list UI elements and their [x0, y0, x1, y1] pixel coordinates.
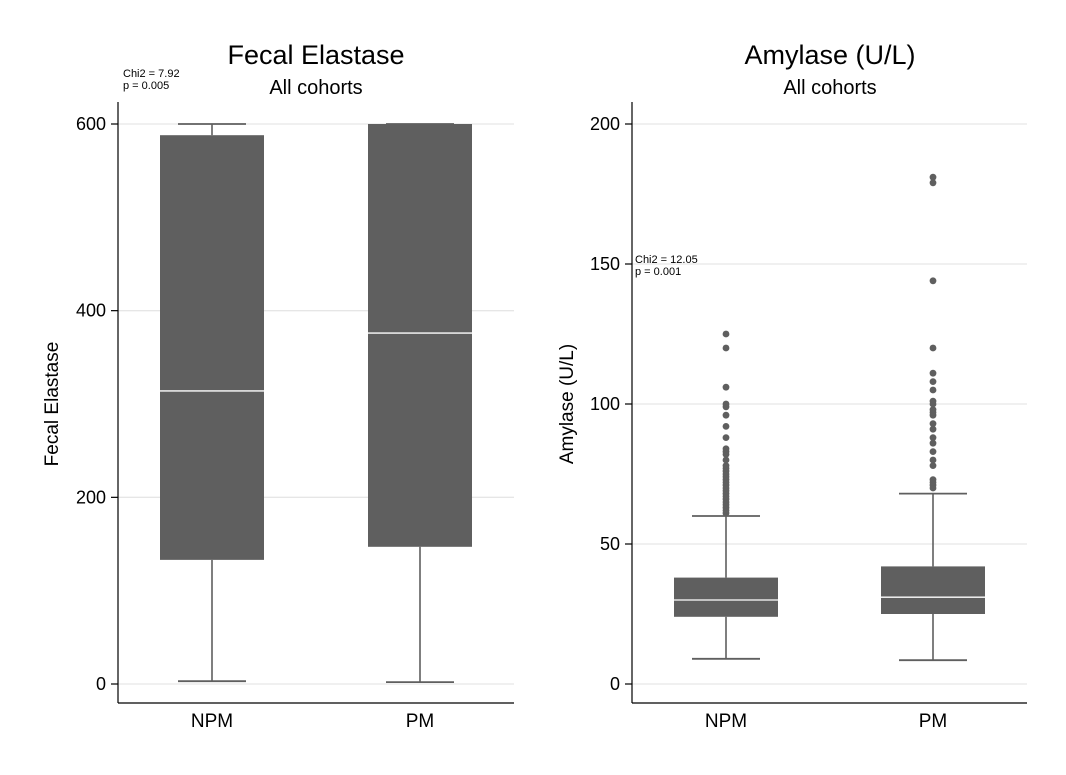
- outlier-point: [929, 344, 937, 352]
- outlier-point: [722, 456, 730, 464]
- box-pm: [881, 173, 985, 662]
- y-tick-label: 600: [76, 114, 106, 134]
- box-layer: [160, 123, 472, 684]
- chart-subtitle: All cohorts: [783, 77, 876, 99]
- fecal-elastase-panel: Fecal Elastase All cohorts Chi2 = 7.92 p…: [42, 40, 514, 732]
- y-tick-label: 0: [96, 674, 106, 694]
- outlier-point: [929, 179, 937, 187]
- grid-lines: [632, 123, 1027, 685]
- y-tick-label: 0: [610, 674, 620, 694]
- y-tick-label: 400: [76, 301, 106, 321]
- y-tick-label: 100: [590, 394, 620, 414]
- amylase-panel: Amylase (U/L) All cohorts Chi2 = 12.05 p…: [557, 40, 1027, 732]
- box-layer: [674, 173, 985, 662]
- outlier-point: [929, 277, 937, 285]
- outlier-point: [929, 397, 937, 405]
- stat-annotation-line-2: p = 0.005: [123, 80, 169, 92]
- outlier-point: [929, 456, 937, 464]
- box-npm: [160, 123, 264, 683]
- iqr-box: [160, 135, 264, 560]
- outlier-point: [722, 462, 730, 469]
- outlier-point: [929, 369, 937, 377]
- y-axis-label: Amylase (U/L): [557, 344, 578, 464]
- outlier-point: [929, 173, 937, 181]
- outlier-point: [929, 420, 937, 427]
- x-tick-label-npm: NPM: [705, 711, 747, 732]
- chart-title: Amylase (U/L): [744, 40, 915, 70]
- outlier-point: [722, 330, 730, 338]
- outlier-point: [929, 406, 937, 413]
- tick-layer: 0 50 100 150 200: [590, 114, 632, 694]
- outlier-point: [722, 344, 730, 352]
- chart-subtitle: All cohorts: [269, 77, 362, 99]
- outlier-point: [929, 425, 937, 433]
- x-tick-label-npm: NPM: [191, 711, 233, 732]
- stat-annotation-line-2: p = 0.001: [635, 266, 681, 278]
- x-tick-label-pm: PM: [406, 711, 435, 732]
- outlier-point: [929, 462, 937, 469]
- box-npm: [674, 330, 778, 660]
- outlier-point: [929, 439, 937, 447]
- y-tick-label: 200: [76, 487, 106, 507]
- outlier-point: [929, 448, 937, 455]
- outlier-point: [722, 423, 730, 430]
- x-tick-label-pm: PM: [919, 711, 948, 732]
- iqr-box: [674, 577, 778, 617]
- iqr-box: [368, 124, 472, 547]
- outlier-point: [929, 386, 937, 394]
- iqr-box: [881, 566, 985, 614]
- y-axis-label: Fecal Elastase: [42, 342, 63, 467]
- box-pm: [368, 123, 472, 684]
- y-tick-label: 50: [600, 534, 620, 554]
- outlier-point: [929, 378, 937, 385]
- tick-layer: 0 200 400 600: [76, 114, 118, 694]
- outlier-point: [722, 400, 730, 408]
- stat-annotation-line-1: Chi2 = 12.05: [635, 254, 698, 266]
- y-tick-label: 200: [590, 114, 620, 134]
- outlier-point: [929, 434, 937, 441]
- outlier-point: [722, 434, 730, 441]
- outlier-point: [929, 476, 937, 483]
- y-tick-label: 150: [590, 254, 620, 274]
- outlier-point: [722, 411, 730, 419]
- chart-title: Fecal Elastase: [227, 40, 404, 70]
- outlier-point: [722, 383, 730, 391]
- outlier-point: [722, 445, 730, 453]
- stat-annotation-line-1: Chi2 = 7.92: [123, 68, 180, 80]
